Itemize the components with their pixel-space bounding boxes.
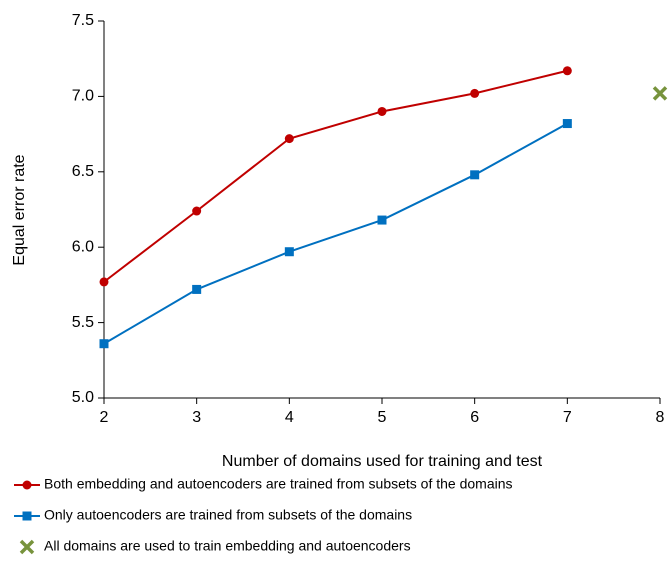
legend-label: Only autoencoders are trained from subse…: [44, 507, 412, 523]
marker: [99, 277, 109, 287]
marker: [377, 215, 387, 225]
x-tick-label: 7: [563, 409, 572, 426]
x-tick-label: 6: [470, 409, 479, 426]
marker: [470, 170, 480, 180]
y-tick-label: 5.5: [72, 314, 94, 331]
y-tick-label: 6.5: [72, 163, 94, 180]
marker: [377, 106, 387, 116]
marker: [470, 88, 480, 98]
legend-marker: [22, 511, 32, 521]
marker: [562, 66, 572, 76]
marker: [284, 134, 294, 144]
series-line: [103, 122, 568, 345]
x-axis-label: Number of domains used for training and …: [222, 453, 543, 470]
legend-marker: [22, 480, 32, 490]
marker: [99, 339, 109, 349]
marker: [284, 247, 294, 257]
marker: [562, 119, 572, 129]
series-line: [103, 69, 568, 283]
y-tick-label: 7.5: [72, 12, 94, 29]
x-tick-label: 2: [100, 409, 109, 426]
legend-label: All domains are used to train embedding …: [44, 538, 411, 554]
y-axis-label: Equal error rate: [11, 154, 28, 265]
y-tick-label: 5.0: [72, 389, 94, 406]
legend-label: Both embedding and autoencoders are trai…: [44, 476, 513, 492]
legend-marker: [19, 539, 35, 555]
marker: [192, 206, 202, 216]
x-tick-label: 4: [285, 409, 294, 426]
marker: [192, 284, 202, 294]
x-tick-label: 8: [656, 409, 665, 426]
x-tick-label: 3: [192, 409, 201, 426]
y-tick-label: 7.0: [72, 88, 94, 105]
x-tick-label: 5: [378, 409, 387, 426]
marker: [652, 86, 668, 101]
y-tick-label: 6.0: [72, 238, 94, 255]
